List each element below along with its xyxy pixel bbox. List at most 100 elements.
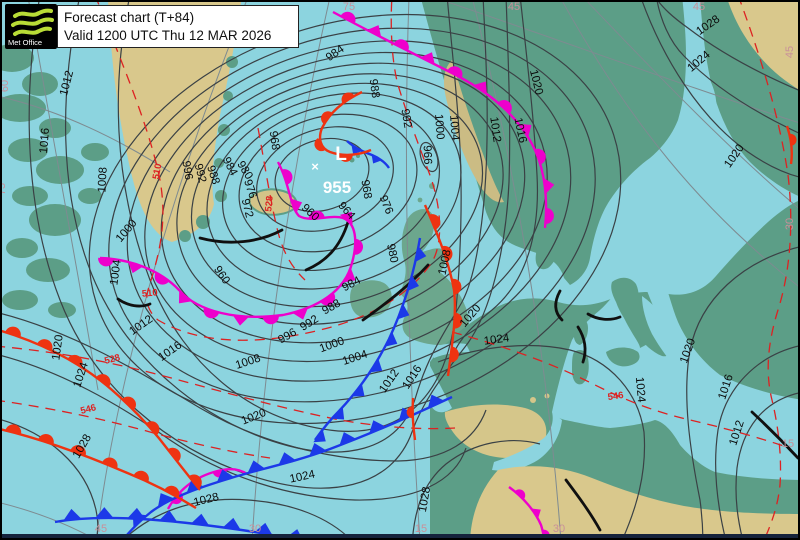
isobar-label: 968	[267, 130, 282, 151]
cold-front-pip	[351, 145, 362, 155]
trough-line	[564, 478, 602, 532]
warm-front-pip	[789, 133, 797, 146]
bottom-border-bar	[0, 534, 800, 540]
cold-front-pip	[278, 452, 296, 466]
isobar-label: 966	[421, 145, 434, 165]
cold-front-pip	[191, 513, 210, 526]
warm-front-pip	[38, 434, 54, 445]
isobar-label: 960	[211, 264, 232, 287]
grid-label: 75	[0, 183, 8, 195]
isobar-label: 1004	[341, 348, 370, 368]
cold-front-pip	[331, 407, 345, 420]
warm-front-pip	[37, 339, 53, 351]
occluded-front-pip	[447, 66, 463, 78]
grid-line	[472, 0, 562, 540]
isobar-label: 1004	[447, 115, 461, 142]
occluded-front-pip	[281, 169, 293, 185]
isobar-line	[0, 418, 99, 540]
isobar-label: 1016	[156, 339, 184, 364]
chart-validity: Valid 1200 UTC Thu 12 MAR 2026	[64, 28, 272, 43]
isobar-label: 1020	[240, 407, 268, 428]
occluded-front-pip	[545, 207, 554, 224]
logo-text: Met Office	[8, 38, 43, 47]
warm-front	[423, 204, 457, 377]
grid-label: 45	[784, 46, 796, 58]
occluded-front-pip	[154, 272, 170, 285]
isobar-label: 1024	[71, 360, 91, 389]
isobar-line	[0, 312, 487, 462]
cold-front-pip	[157, 493, 174, 507]
occluded-front-pip	[393, 39, 409, 51]
cold-front-pip	[415, 246, 427, 263]
grid-label: 45	[693, 1, 705, 13]
occluded-front-pip	[262, 315, 279, 325]
warm-front-pip	[102, 457, 118, 469]
cold-front-pip	[127, 507, 146, 520]
low-pressure-text: L	[335, 144, 347, 165]
trough-line	[116, 297, 152, 308]
warm-front-pip	[167, 447, 181, 463]
occluded-front-pip	[498, 100, 512, 114]
grid-label: 30	[249, 523, 261, 535]
cold-front-pip	[352, 383, 365, 397]
warm-front-pip	[338, 154, 353, 162]
isobar-line	[656, 0, 800, 92]
warm-front-pip	[451, 278, 462, 295]
trough-line	[576, 325, 587, 364]
isobar-label: 1008	[234, 352, 262, 371]
warm-front-pip	[188, 474, 202, 489]
occluded-front-pip	[354, 238, 363, 255]
grid-line	[561, 0, 800, 289]
warm-front-pip	[96, 374, 111, 388]
isobar-ring	[256, 126, 394, 232]
occluded-front-pip	[340, 11, 356, 24]
occluded-front-pip	[535, 148, 546, 165]
grid-label: 15	[415, 523, 427, 535]
occluded-front-pip	[232, 315, 249, 326]
thickness-line	[257, 127, 306, 281]
grid-label: 45	[95, 523, 107, 535]
thickness-label: 546	[607, 390, 624, 403]
occluded-front	[99, 161, 357, 318]
trough-line	[198, 228, 284, 244]
isobar-line	[447, 0, 539, 373]
occluded-front-pip	[290, 198, 303, 214]
warm-front-pip	[314, 137, 325, 152]
occluded-front-pip	[203, 307, 220, 319]
isobar-label: 980	[384, 243, 400, 264]
cold-front-pip	[371, 154, 382, 164]
isobar-ring	[206, 92, 462, 290]
occluded-front-pip	[420, 52, 435, 65]
cold-front-pip	[159, 510, 178, 522]
cold-front-pip	[407, 275, 419, 292]
cold-front-pip	[427, 394, 445, 409]
occluded-front-pip	[292, 308, 308, 320]
isobar-line	[656, 0, 800, 135]
isobar-line	[735, 392, 800, 540]
low-pressure-text: 955	[323, 178, 351, 197]
occluded-front-pip	[343, 268, 356, 283]
isobar-ring	[274, 137, 370, 213]
isobar-ring	[190, 82, 484, 308]
isobar-label: 988	[367, 78, 382, 99]
grid-label: 30	[553, 523, 565, 535]
thickness-line	[451, 331, 791, 449]
isobar-label: 976	[241, 178, 258, 200]
grid-line	[0, 96, 171, 173]
trough-line	[361, 263, 430, 322]
occluded-front-pip	[127, 261, 144, 274]
isobar-label: 1000	[432, 114, 446, 140]
warm-front	[411, 397, 417, 441]
grid-label: 15	[782, 438, 794, 450]
warm-front-pip	[406, 406, 413, 419]
trough-line	[304, 220, 350, 272]
warm-front-pip	[441, 245, 453, 262]
occluded-front-pip	[98, 257, 115, 267]
warm-front-pip	[429, 214, 441, 230]
isobar-line	[28, 0, 511, 489]
isobar-label: 1024	[633, 376, 647, 403]
warm-front-pip	[146, 421, 160, 436]
warm-front	[785, 125, 793, 165]
grid-label: 60	[0, 80, 11, 92]
